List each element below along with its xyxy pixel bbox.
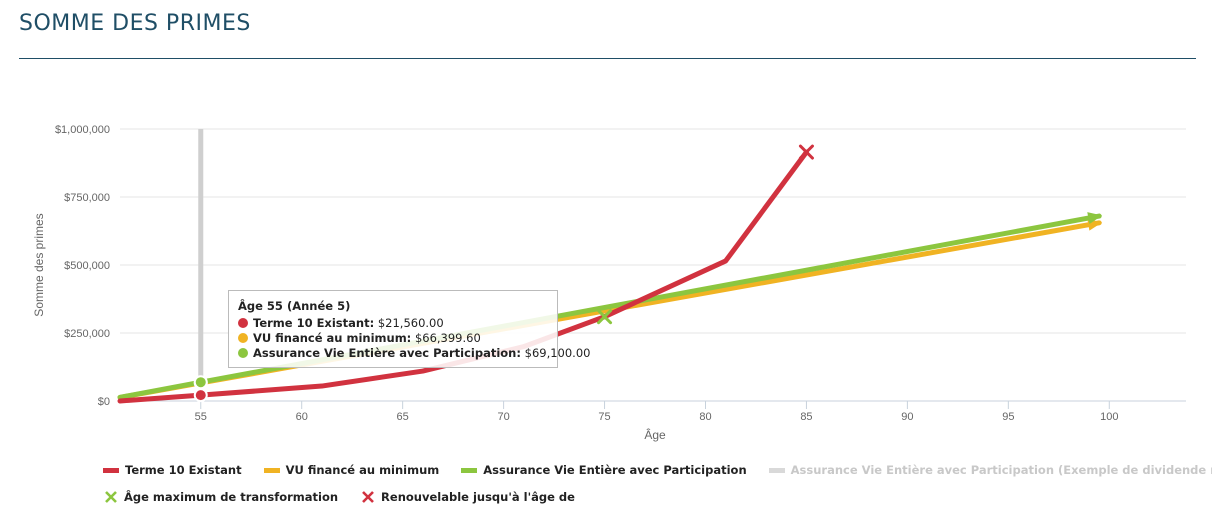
legend-label: Assurance Vie Entière avec Participation: [483, 463, 747, 477]
red-line-swatch-icon: [103, 467, 119, 473]
chart: $0 $250,000 $500,000 $750,000 $1,000,000 55 60…: [32, 124, 1186, 442]
tooltip-series-name: Terme 10 Existant:: [253, 315, 375, 330]
axes: $0 $250,000 $500,000 $750,000 $1,000,000 55 60…: [55, 124, 1186, 423]
tooltip-row: Assurance Vie Entière avec Participation…: [238, 345, 590, 360]
y-tick-label: $250,000: [64, 328, 110, 340]
legend-label: Âge maximum de transformation: [124, 490, 339, 504]
y-tick-label: $500,000: [64, 260, 110, 272]
title-divider: [19, 58, 1196, 59]
legend-row-series: Terme 10 Existant VU financé au minimum …: [103, 462, 1212, 478]
legend-item-dividende-reduit[interactable]: Assurance Vie Entière avec Participation…: [768, 463, 1212, 477]
red-x-marker-icon: [362, 491, 374, 503]
hover-point: [193, 388, 208, 403]
legend-row-markers: Âge maximum de transformation Renouvelab…: [103, 489, 1193, 505]
series-dot-icon: [238, 347, 248, 358]
tooltip-value: $66,399.60: [414, 330, 481, 345]
chart-legend: Terme 10 Existant VU financé au minimum …: [103, 462, 1212, 516]
x-tick-label: 95: [1002, 411, 1014, 423]
x-marker: [597, 309, 613, 325]
legend-item-vie-entiere[interactable]: Assurance Vie Entière avec Participation: [461, 463, 747, 477]
x-tick-label: 90: [901, 411, 913, 423]
gray-line-swatch-icon: [768, 467, 785, 473]
green-line-swatch-icon: [461, 467, 478, 473]
hover-point: [193, 375, 208, 390]
legend-item-age-max-transformation[interactable]: Âge maximum de transformation: [103, 489, 338, 505]
chart-markers: [193, 144, 814, 403]
x-tick-label: 60: [296, 411, 308, 423]
y-tick-label: $750,000: [64, 192, 110, 204]
tooltip-row: Terme 10 Existant: $21,560.00: [238, 315, 548, 330]
legend-label: Renouvelable jusqu'à l'âge de: [381, 490, 575, 504]
x-tick-label: 65: [397, 411, 409, 423]
y-tick-label: $0: [98, 396, 110, 408]
x-tick-label: 70: [497, 411, 509, 423]
x-axis-title: Âge: [644, 427, 666, 442]
tooltip-row: VU financé au minimum: $66,399.60: [238, 330, 548, 345]
x-tick-label: 85: [800, 411, 812, 423]
x-tick-label: 80: [699, 411, 711, 423]
legend-item-terme-10[interactable]: Terme 10 Existant: [103, 463, 242, 477]
chart-tooltip: Âge 55 (Année 5) Terme 10 Existant: $21,…: [228, 290, 590, 368]
x-tick-label: 75: [598, 411, 610, 423]
series-dot-icon: [238, 317, 248, 328]
legend-item-vu-finance[interactable]: VU financé au minimum: [263, 463, 440, 477]
legend-label: VU financé au minimum: [285, 463, 440, 477]
tooltip-series-name: VU financé au minimum:: [253, 330, 412, 345]
x-tick-label: 100: [1100, 411, 1118, 423]
tooltip-series-name: Assurance Vie Entière avec Participation…: [253, 345, 521, 360]
x-tick-label: 55: [195, 411, 207, 423]
x-marker: [798, 144, 814, 160]
y-tick-label: $1,000,000: [55, 124, 110, 136]
series-dot-icon: [238, 332, 248, 343]
green-x-marker-icon: [105, 491, 117, 503]
legend-label: Terme 10 Existant: [125, 463, 242, 477]
tooltip-title: Âge 55 (Année 5): [238, 299, 351, 313]
legend-label: Assurance Vie Entière avec Participation…: [790, 463, 1212, 477]
yellow-line-swatch-icon: [263, 467, 280, 473]
legend-item-renouvelable[interactable]: Renouvelable jusqu'à l'âge de: [360, 489, 575, 505]
tooltip-value: $69,100.00: [524, 345, 591, 360]
tooltip-value: $21,560.00: [377, 315, 444, 330]
series-end-arrow: [1087, 212, 1103, 224]
grid-lines: [120, 128, 1186, 401]
y-axis-title: Somme des primes: [32, 213, 46, 316]
page-title: SOMME DES PRIMES: [19, 11, 251, 36]
